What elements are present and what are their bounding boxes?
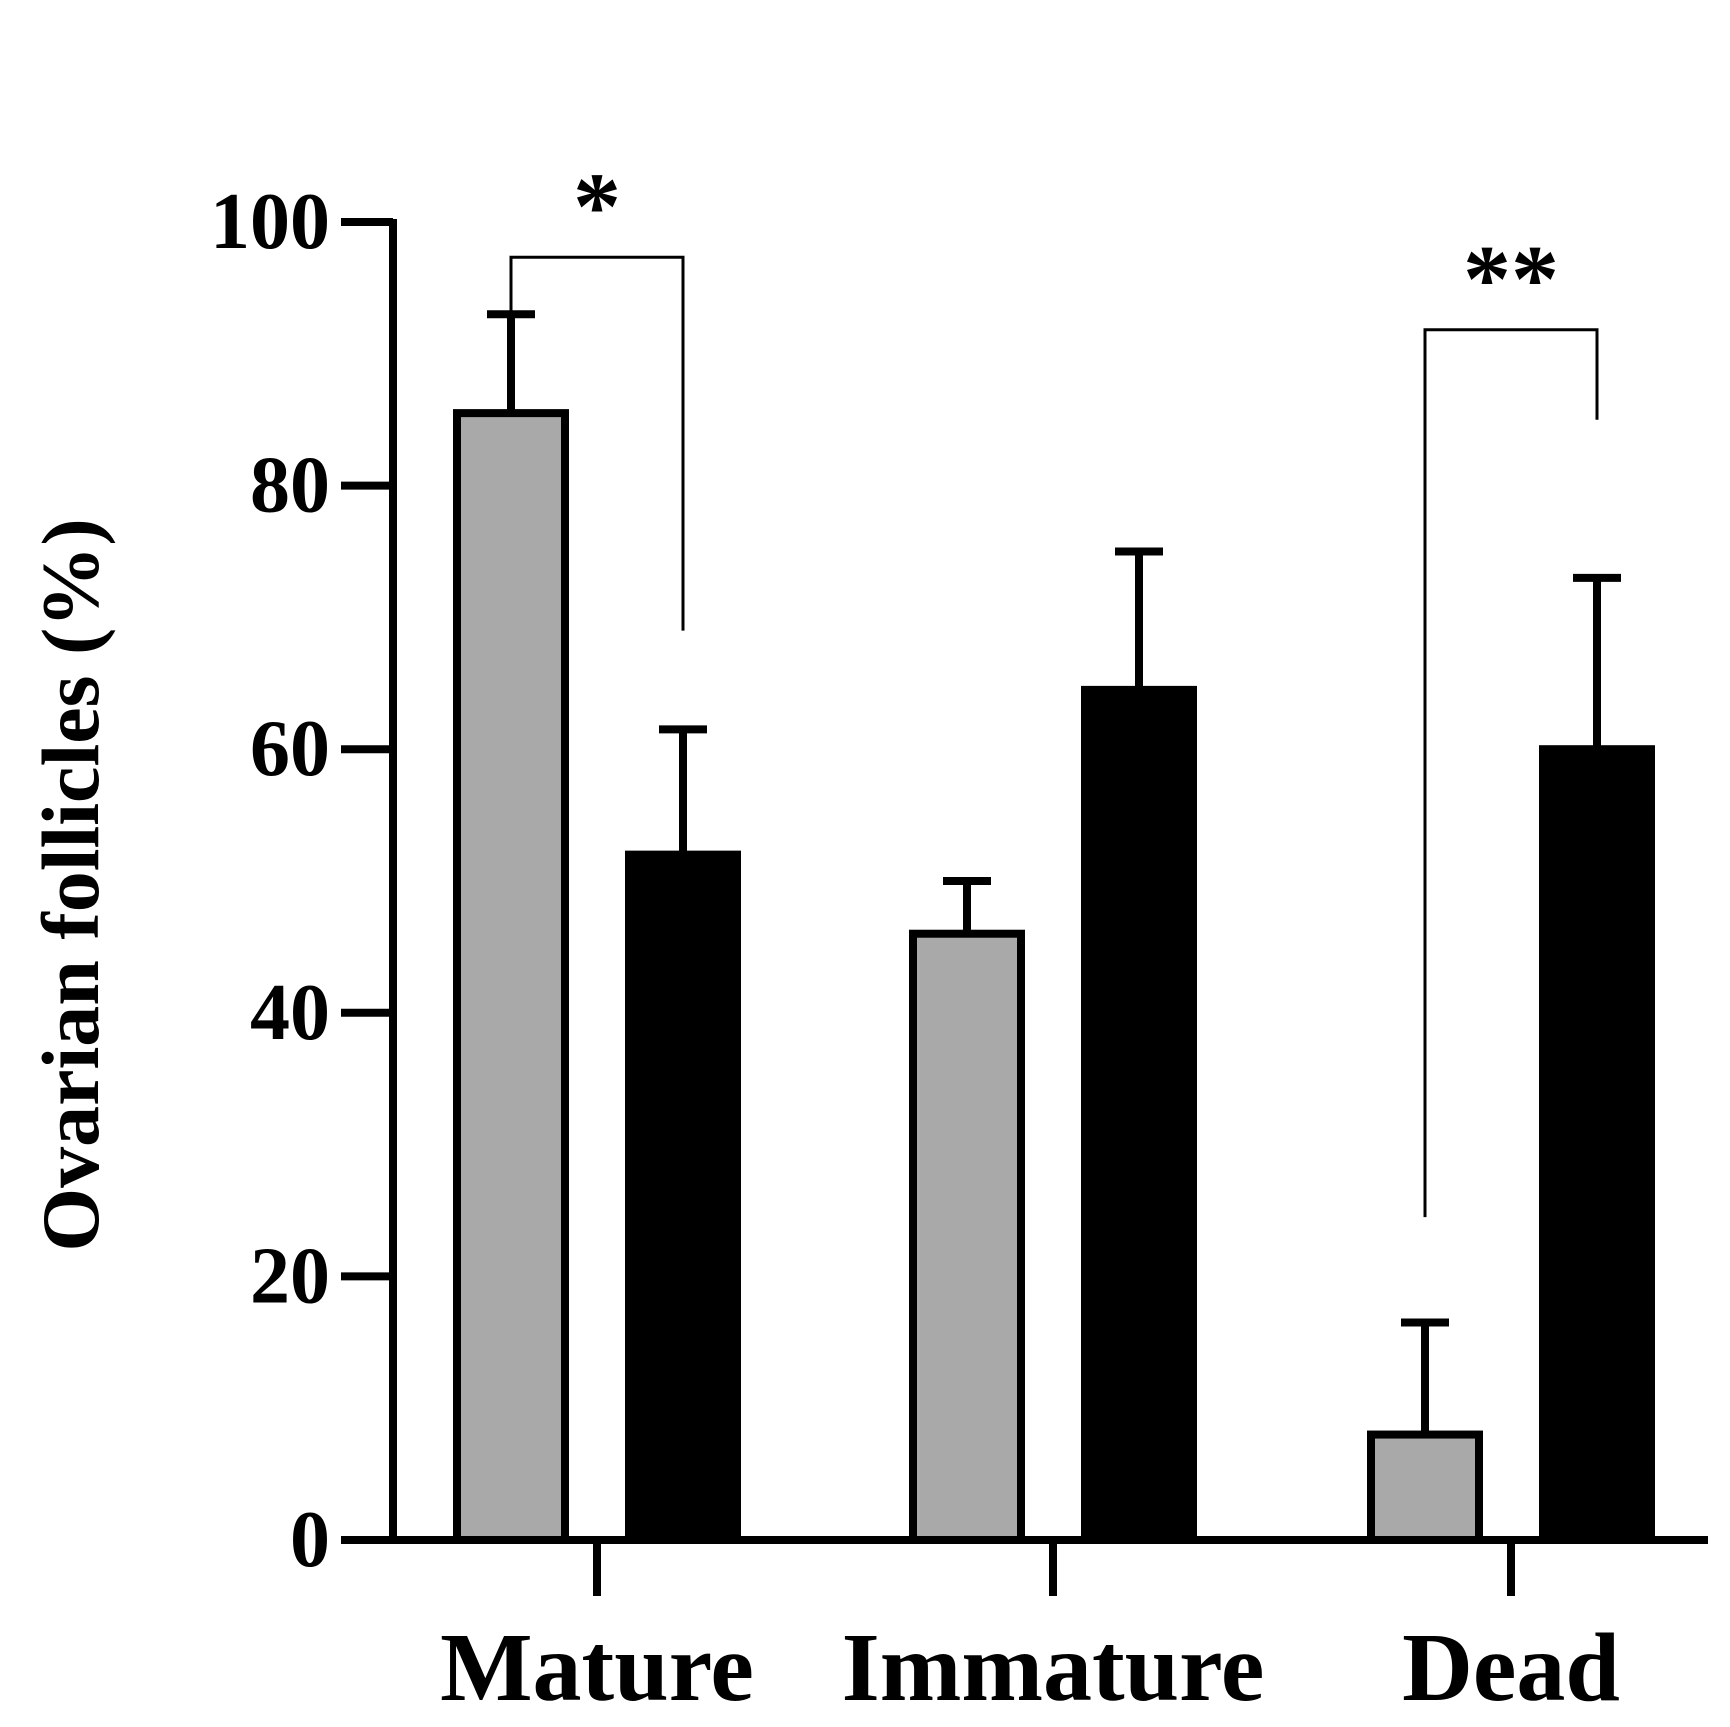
significance-label: *: [573, 153, 621, 260]
significance-brackets: ***: [509, 153, 1599, 1218]
x-tick-label: Immature: [842, 1614, 1265, 1722]
significance-label: **: [1463, 226, 1559, 333]
bar: [625, 850, 741, 1544]
y-tick-label: 40: [250, 969, 330, 1057]
bar: [909, 929, 1025, 1544]
y-tick-label: 80: [250, 442, 330, 530]
y-tick-label: 100: [210, 178, 330, 266]
x-tick-label: Mature: [440, 1614, 754, 1722]
bar: [1539, 745, 1655, 1544]
y-tick-label: 20: [250, 1232, 330, 1320]
significance-bracket: [509, 255, 685, 631]
bar: [1367, 1430, 1483, 1545]
bar: [1081, 685, 1197, 1544]
x-tick-label: Dead: [1402, 1614, 1620, 1722]
y-tick-label: 0: [290, 1496, 330, 1584]
bar: [453, 409, 569, 1544]
x-axis: Mature Immature Dead: [341, 1536, 1708, 1722]
significance-bracket: [1423, 328, 1599, 1218]
y-tick-label: 60: [250, 705, 330, 793]
y-axis: 0 20 40 60 80 100: [210, 178, 397, 1584]
y-axis-label: Ovarian follicles (%): [25, 518, 116, 1251]
bars: [453, 409, 1655, 1545]
